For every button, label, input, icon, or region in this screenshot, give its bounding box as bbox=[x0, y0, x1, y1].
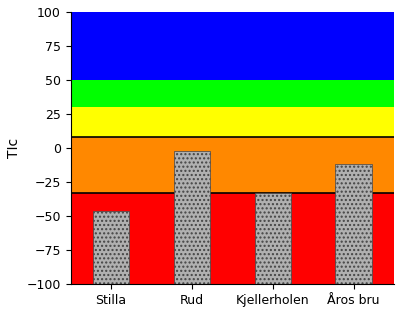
Bar bbox=[71, 80, 394, 107]
Bar bbox=[255, 193, 291, 284]
Bar bbox=[71, 137, 394, 193]
Bar bbox=[174, 151, 210, 284]
Y-axis label: TIc: TIc bbox=[7, 138, 21, 158]
Bar bbox=[71, 107, 394, 137]
Bar bbox=[71, 12, 394, 80]
Bar bbox=[71, 193, 394, 284]
Bar bbox=[335, 165, 372, 284]
Bar bbox=[93, 211, 129, 284]
